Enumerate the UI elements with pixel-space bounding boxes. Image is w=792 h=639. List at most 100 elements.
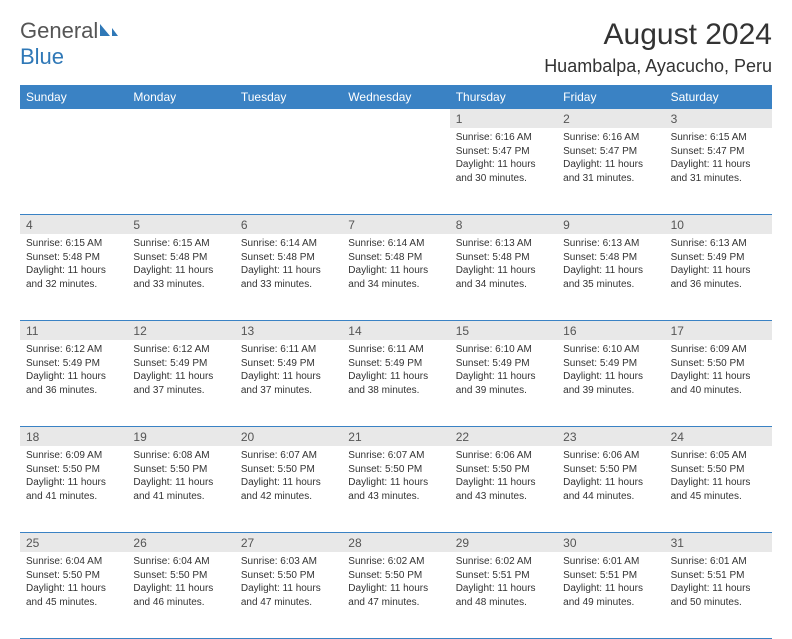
day-number: 13 <box>235 321 342 340</box>
day-number: 10 <box>665 215 772 234</box>
daylight-text: Daylight: 11 hours and 30 minutes. <box>456 158 551 185</box>
day-number <box>342 109 449 128</box>
sunrise-text: Sunrise: 6:12 AM <box>26 343 121 357</box>
sunrise-text: Sunrise: 6:16 AM <box>563 131 658 145</box>
day-cell: Sunrise: 6:04 AMSunset: 5:50 PMDaylight:… <box>20 552 127 638</box>
day-number: 26 <box>127 533 234 552</box>
day-number: 16 <box>557 321 664 340</box>
day-cell: Sunrise: 6:15 AMSunset: 5:48 PMDaylight:… <box>20 234 127 320</box>
day-number: 21 <box>342 427 449 446</box>
daylight-text: Daylight: 11 hours and 41 minutes. <box>133 476 228 503</box>
day-number: 22 <box>450 427 557 446</box>
daylight-text: Daylight: 11 hours and 48 minutes. <box>456 582 551 609</box>
weekday-header-cell: Friday <box>557 85 664 109</box>
day-number: 31 <box>665 533 772 552</box>
day-cell: Sunrise: 6:09 AMSunset: 5:50 PMDaylight:… <box>665 340 772 426</box>
logo-suffix: Blue <box>20 44 64 69</box>
sunset-text: Sunset: 5:47 PM <box>563 145 658 159</box>
sunset-text: Sunset: 5:47 PM <box>671 145 766 159</box>
weekday-header-cell: Thursday <box>450 85 557 109</box>
sunset-text: Sunset: 5:50 PM <box>26 569 121 583</box>
day-number: 12 <box>127 321 234 340</box>
day-cell: Sunrise: 6:11 AMSunset: 5:49 PMDaylight:… <box>342 340 449 426</box>
day-number: 15 <box>450 321 557 340</box>
daylight-text: Daylight: 11 hours and 43 minutes. <box>456 476 551 503</box>
sunset-text: Sunset: 5:50 PM <box>671 463 766 477</box>
location-text: Huambalpa, Ayacucho, Peru <box>544 56 772 77</box>
day-number-row: 18192021222324 <box>20 427 772 446</box>
daylight-text: Daylight: 11 hours and 39 minutes. <box>456 370 551 397</box>
daylight-text: Daylight: 11 hours and 36 minutes. <box>26 370 121 397</box>
day-cell: Sunrise: 6:13 AMSunset: 5:49 PMDaylight:… <box>665 234 772 320</box>
sunrise-text: Sunrise: 6:13 AM <box>563 237 658 251</box>
day-number: 24 <box>665 427 772 446</box>
sunset-text: Sunset: 5:48 PM <box>26 251 121 265</box>
day-number-row: 25262728293031 <box>20 533 772 552</box>
week-row: Sunrise: 6:15 AMSunset: 5:48 PMDaylight:… <box>20 234 772 321</box>
day-number: 1 <box>450 109 557 128</box>
page-header: General Blue August 2024 Huambalpa, Ayac… <box>20 18 772 77</box>
daylight-text: Daylight: 11 hours and 49 minutes. <box>563 582 658 609</box>
day-cell: Sunrise: 6:11 AMSunset: 5:49 PMDaylight:… <box>235 340 342 426</box>
daylight-text: Daylight: 11 hours and 43 minutes. <box>348 476 443 503</box>
sunset-text: Sunset: 5:50 PM <box>348 463 443 477</box>
daylight-text: Daylight: 11 hours and 47 minutes. <box>241 582 336 609</box>
day-cell <box>127 128 234 214</box>
daylight-text: Daylight: 11 hours and 37 minutes. <box>241 370 336 397</box>
sunset-text: Sunset: 5:50 PM <box>26 463 121 477</box>
day-cell <box>342 128 449 214</box>
daylight-text: Daylight: 11 hours and 35 minutes. <box>563 264 658 291</box>
day-cell: Sunrise: 6:05 AMSunset: 5:50 PMDaylight:… <box>665 446 772 532</box>
day-number: 9 <box>557 215 664 234</box>
day-number <box>20 109 127 128</box>
daylight-text: Daylight: 11 hours and 44 minutes. <box>563 476 658 503</box>
sunset-text: Sunset: 5:47 PM <box>456 145 551 159</box>
day-number <box>235 109 342 128</box>
sunrise-text: Sunrise: 6:06 AM <box>563 449 658 463</box>
day-cell: Sunrise: 6:15 AMSunset: 5:48 PMDaylight:… <box>127 234 234 320</box>
sunrise-text: Sunrise: 6:03 AM <box>241 555 336 569</box>
day-number: 29 <box>450 533 557 552</box>
daylight-text: Daylight: 11 hours and 39 minutes. <box>563 370 658 397</box>
sunset-text: Sunset: 5:49 PM <box>456 357 551 371</box>
daylight-text: Daylight: 11 hours and 38 minutes. <box>348 370 443 397</box>
logo-text: General Blue <box>20 18 118 70</box>
daylight-text: Daylight: 11 hours and 36 minutes. <box>671 264 766 291</box>
day-number: 4 <box>20 215 127 234</box>
day-number-row: 123 <box>20 109 772 128</box>
sunrise-text: Sunrise: 6:08 AM <box>133 449 228 463</box>
day-number: 28 <box>342 533 449 552</box>
sunset-text: Sunset: 5:50 PM <box>671 357 766 371</box>
sunrise-text: Sunrise: 6:07 AM <box>348 449 443 463</box>
day-number: 25 <box>20 533 127 552</box>
sunset-text: Sunset: 5:51 PM <box>671 569 766 583</box>
weekday-header-cell: Sunday <box>20 85 127 109</box>
week-row: Sunrise: 6:09 AMSunset: 5:50 PMDaylight:… <box>20 446 772 533</box>
sunrise-text: Sunrise: 6:12 AM <box>133 343 228 357</box>
daylight-text: Daylight: 11 hours and 45 minutes. <box>671 476 766 503</box>
day-cell: Sunrise: 6:06 AMSunset: 5:50 PMDaylight:… <box>557 446 664 532</box>
daylight-text: Daylight: 11 hours and 50 minutes. <box>671 582 766 609</box>
day-cell: Sunrise: 6:13 AMSunset: 5:48 PMDaylight:… <box>450 234 557 320</box>
day-number-row: 11121314151617 <box>20 321 772 340</box>
day-cell: Sunrise: 6:10 AMSunset: 5:49 PMDaylight:… <box>450 340 557 426</box>
sunrise-text: Sunrise: 6:13 AM <box>456 237 551 251</box>
daylight-text: Daylight: 11 hours and 42 minutes. <box>241 476 336 503</box>
day-cell: Sunrise: 6:01 AMSunset: 5:51 PMDaylight:… <box>665 552 772 638</box>
weekday-header-cell: Monday <box>127 85 234 109</box>
day-cell: Sunrise: 6:04 AMSunset: 5:50 PMDaylight:… <box>127 552 234 638</box>
day-number <box>127 109 234 128</box>
sunrise-text: Sunrise: 6:11 AM <box>241 343 336 357</box>
daylight-text: Daylight: 11 hours and 33 minutes. <box>241 264 336 291</box>
week-row: Sunrise: 6:16 AMSunset: 5:47 PMDaylight:… <box>20 128 772 215</box>
day-number: 7 <box>342 215 449 234</box>
daylight-text: Daylight: 11 hours and 31 minutes. <box>563 158 658 185</box>
daylight-text: Daylight: 11 hours and 40 minutes. <box>671 370 766 397</box>
sunrise-text: Sunrise: 6:09 AM <box>26 449 121 463</box>
sunrise-text: Sunrise: 6:02 AM <box>456 555 551 569</box>
sunset-text: Sunset: 5:50 PM <box>241 463 336 477</box>
sunset-text: Sunset: 5:49 PM <box>671 251 766 265</box>
daylight-text: Daylight: 11 hours and 34 minutes. <box>456 264 551 291</box>
sunset-text: Sunset: 5:50 PM <box>241 569 336 583</box>
day-number: 20 <box>235 427 342 446</box>
